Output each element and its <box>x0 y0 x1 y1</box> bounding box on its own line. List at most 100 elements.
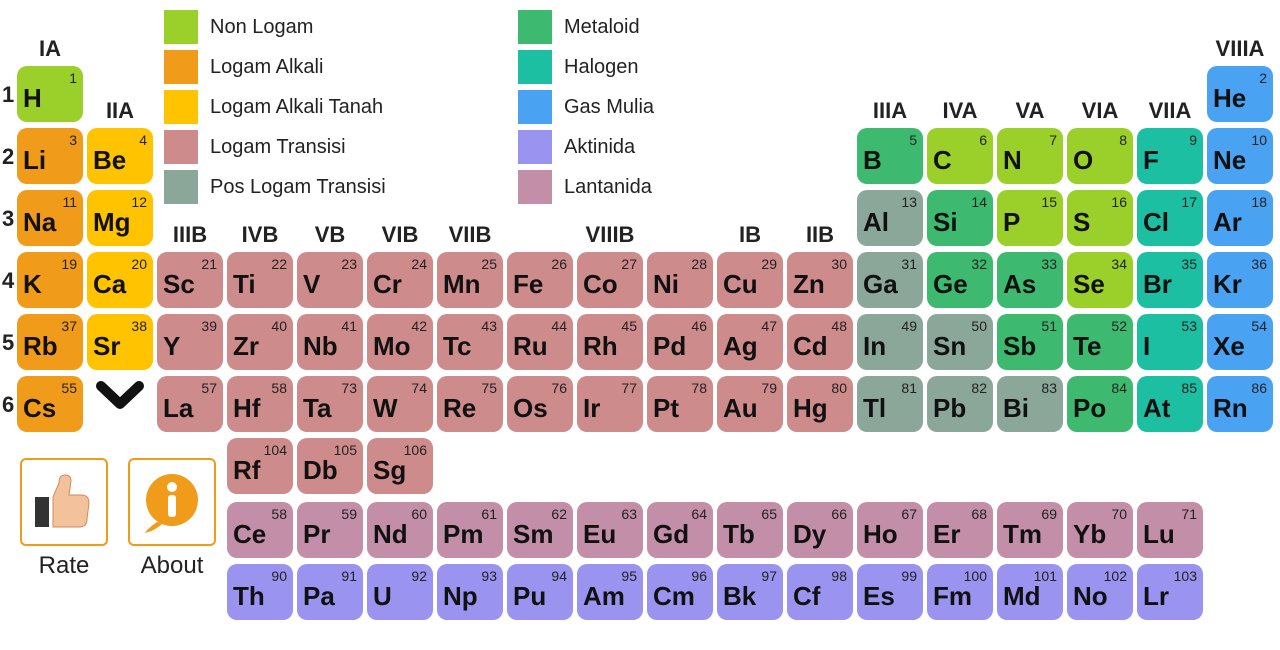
element-Hf[interactable]: 58Hf <box>227 376 293 432</box>
element-Sg[interactable]: 106Sg <box>367 438 433 494</box>
expand-chevron-icon[interactable] <box>95 380 145 425</box>
element-Er[interactable]: 68Er <box>927 502 993 558</box>
element-S[interactable]: 16S <box>1067 190 1133 246</box>
element-Nb[interactable]: 41Nb <box>297 314 363 370</box>
element-Ce[interactable]: 58Ce <box>227 502 293 558</box>
element-Rh[interactable]: 45Rh <box>577 314 643 370</box>
element-Cs[interactable]: 55Cs <box>17 376 83 432</box>
element-Eu[interactable]: 63Eu <box>577 502 643 558</box>
element-Rb[interactable]: 37Rb <box>17 314 83 370</box>
element-Pt[interactable]: 78Pt <box>647 376 713 432</box>
element-Md[interactable]: 101Md <box>997 564 1063 620</box>
element-Ir[interactable]: 77Ir <box>577 376 643 432</box>
element-Tl[interactable]: 81Tl <box>857 376 923 432</box>
element-P[interactable]: 15P <box>997 190 1063 246</box>
element-Ge[interactable]: 32Ge <box>927 252 993 308</box>
element-Mn[interactable]: 25Mn <box>437 252 503 308</box>
element-Cm[interactable]: 96Cm <box>647 564 713 620</box>
element-Nd[interactable]: 60Nd <box>367 502 433 558</box>
element-Zr[interactable]: 40Zr <box>227 314 293 370</box>
element-Zn[interactable]: 30Zn <box>787 252 853 308</box>
element-Sr[interactable]: 38Sr <box>87 314 153 370</box>
element-Li[interactable]: 3Li <box>17 128 83 184</box>
element-Hg[interactable]: 80Hg <box>787 376 853 432</box>
element-Tb[interactable]: 65Tb <box>717 502 783 558</box>
element-Cd[interactable]: 48Cd <box>787 314 853 370</box>
element-Xe[interactable]: 54Xe <box>1207 314 1273 370</box>
element-Tc[interactable]: 43Tc <box>437 314 503 370</box>
about-button[interactable]: About <box>128 458 216 580</box>
element-Db[interactable]: 105Db <box>297 438 363 494</box>
element-Ni[interactable]: 28Ni <box>647 252 713 308</box>
rate-button[interactable]: Rate <box>20 458 108 580</box>
element-Sm[interactable]: 62Sm <box>507 502 573 558</box>
element-Y[interactable]: 39Y <box>157 314 223 370</box>
element-Cf[interactable]: 98Cf <box>787 564 853 620</box>
element-Fe[interactable]: 26Fe <box>507 252 573 308</box>
element-Ar[interactable]: 18Ar <box>1207 190 1273 246</box>
element-I[interactable]: 53I <box>1137 314 1203 370</box>
element-N[interactable]: 7N <box>997 128 1063 184</box>
element-Au[interactable]: 79Au <box>717 376 783 432</box>
element-Lr[interactable]: 103Lr <box>1137 564 1203 620</box>
element-Gd[interactable]: 64Gd <box>647 502 713 558</box>
element-Rf[interactable]: 104Rf <box>227 438 293 494</box>
element-Br[interactable]: 35Br <box>1137 252 1203 308</box>
element-Ru[interactable]: 44Ru <box>507 314 573 370</box>
element-Sb[interactable]: 51Sb <box>997 314 1063 370</box>
element-Np[interactable]: 93Np <box>437 564 503 620</box>
element-Rn[interactable]: 86Rn <box>1207 376 1273 432</box>
element-Es[interactable]: 99Es <box>857 564 923 620</box>
element-Pd[interactable]: 46Pd <box>647 314 713 370</box>
element-Dy[interactable]: 66Dy <box>787 502 853 558</box>
element-F[interactable]: 9F <box>1137 128 1203 184</box>
element-Na[interactable]: 11Na <box>17 190 83 246</box>
element-Pb[interactable]: 82Pb <box>927 376 993 432</box>
element-Si[interactable]: 14Si <box>927 190 993 246</box>
element-V[interactable]: 23V <box>297 252 363 308</box>
element-C[interactable]: 6C <box>927 128 993 184</box>
element-Mg[interactable]: 12Mg <box>87 190 153 246</box>
element-Tm[interactable]: 69Tm <box>997 502 1063 558</box>
element-Ta[interactable]: 73Ta <box>297 376 363 432</box>
element-K[interactable]: 19K <box>17 252 83 308</box>
element-Lu[interactable]: 71Lu <box>1137 502 1203 558</box>
element-In[interactable]: 49In <box>857 314 923 370</box>
element-Pr[interactable]: 59Pr <box>297 502 363 558</box>
element-Be[interactable]: 4Be <box>87 128 153 184</box>
element-Ne[interactable]: 10Ne <box>1207 128 1273 184</box>
element-Pa[interactable]: 91Pa <box>297 564 363 620</box>
element-No[interactable]: 102No <box>1067 564 1133 620</box>
element-Pm[interactable]: 61Pm <box>437 502 503 558</box>
element-Am[interactable]: 95Am <box>577 564 643 620</box>
element-U[interactable]: 92U <box>367 564 433 620</box>
element-Os[interactable]: 76Os <box>507 376 573 432</box>
element-Al[interactable]: 13Al <box>857 190 923 246</box>
element-Fm[interactable]: 100Fm <box>927 564 993 620</box>
element-Cl[interactable]: 17Cl <box>1137 190 1203 246</box>
element-Yb[interactable]: 70Yb <box>1067 502 1133 558</box>
element-Cu[interactable]: 29Cu <box>717 252 783 308</box>
element-Ti[interactable]: 22Ti <box>227 252 293 308</box>
element-Co[interactable]: 27Co <box>577 252 643 308</box>
element-Cr[interactable]: 24Cr <box>367 252 433 308</box>
element-Th[interactable]: 90Th <box>227 564 293 620</box>
element-H[interactable]: 1H <box>17 66 83 122</box>
element-Bk[interactable]: 97Bk <box>717 564 783 620</box>
element-Ho[interactable]: 67Ho <box>857 502 923 558</box>
element-Ca[interactable]: 20Ca <box>87 252 153 308</box>
element-Mo[interactable]: 42Mo <box>367 314 433 370</box>
element-B[interactable]: 5B <box>857 128 923 184</box>
element-As[interactable]: 33As <box>997 252 1063 308</box>
element-Po[interactable]: 84Po <box>1067 376 1133 432</box>
element-W[interactable]: 74W <box>367 376 433 432</box>
element-La[interactable]: 57La <box>157 376 223 432</box>
element-Bi[interactable]: 83Bi <box>997 376 1063 432</box>
element-Kr[interactable]: 36Kr <box>1207 252 1273 308</box>
element-Sc[interactable]: 21Sc <box>157 252 223 308</box>
element-Se[interactable]: 34Se <box>1067 252 1133 308</box>
element-O[interactable]: 8O <box>1067 128 1133 184</box>
element-At[interactable]: 85At <box>1137 376 1203 432</box>
element-Te[interactable]: 52Te <box>1067 314 1133 370</box>
element-Ga[interactable]: 31Ga <box>857 252 923 308</box>
